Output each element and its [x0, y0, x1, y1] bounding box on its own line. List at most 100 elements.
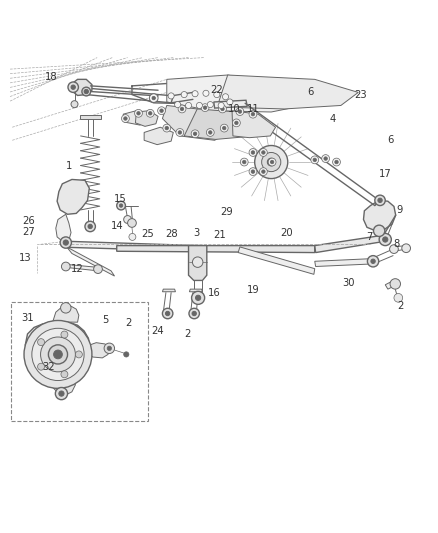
Circle shape — [178, 131, 182, 134]
Text: 2: 2 — [398, 301, 404, 311]
Text: 15: 15 — [113, 194, 126, 204]
Circle shape — [168, 93, 174, 99]
Circle shape — [383, 237, 388, 242]
Polygon shape — [123, 111, 153, 125]
Circle shape — [251, 112, 254, 116]
Circle shape — [55, 387, 67, 400]
Circle shape — [196, 102, 202, 109]
Circle shape — [203, 90, 209, 96]
Circle shape — [124, 352, 129, 357]
Text: 31: 31 — [21, 313, 34, 323]
Circle shape — [146, 109, 154, 117]
Circle shape — [61, 371, 68, 378]
Text: 29: 29 — [220, 207, 233, 217]
Text: 13: 13 — [19, 253, 32, 263]
Circle shape — [178, 105, 186, 113]
Circle shape — [162, 308, 173, 319]
Circle shape — [313, 158, 317, 161]
Polygon shape — [66, 241, 201, 251]
Circle shape — [233, 119, 240, 127]
Polygon shape — [117, 246, 315, 253]
Circle shape — [160, 109, 163, 112]
Circle shape — [82, 87, 91, 96]
Circle shape — [71, 101, 78, 108]
Polygon shape — [167, 75, 315, 112]
Circle shape — [251, 151, 254, 154]
Circle shape — [220, 124, 228, 132]
Circle shape — [379, 233, 391, 246]
Circle shape — [121, 115, 129, 123]
Circle shape — [75, 351, 82, 358]
Text: 25: 25 — [141, 229, 154, 239]
Circle shape — [259, 168, 267, 175]
Text: 14: 14 — [110, 221, 123, 231]
Circle shape — [94, 265, 102, 273]
Circle shape — [134, 109, 142, 117]
Circle shape — [268, 158, 276, 166]
Circle shape — [218, 102, 224, 109]
Text: 27: 27 — [22, 227, 35, 237]
Circle shape — [107, 346, 112, 351]
Circle shape — [270, 160, 274, 164]
Text: 17: 17 — [379, 169, 392, 179]
Polygon shape — [188, 246, 207, 280]
Circle shape — [192, 91, 198, 97]
Polygon shape — [135, 111, 158, 126]
Circle shape — [59, 391, 64, 396]
Text: 3: 3 — [193, 228, 199, 238]
Text: 2: 2 — [125, 318, 132, 328]
Circle shape — [192, 311, 196, 316]
Circle shape — [176, 128, 184, 136]
Circle shape — [24, 320, 92, 389]
Circle shape — [201, 104, 209, 111]
Circle shape — [243, 160, 246, 164]
Text: 5: 5 — [102, 314, 108, 325]
Circle shape — [236, 108, 244, 116]
Circle shape — [259, 149, 267, 156]
Circle shape — [48, 345, 67, 364]
Circle shape — [185, 102, 191, 109]
Text: 2: 2 — [184, 329, 191, 339]
Circle shape — [84, 90, 88, 94]
Circle shape — [311, 156, 319, 164]
Polygon shape — [315, 259, 374, 266]
Circle shape — [191, 130, 199, 138]
Text: 7: 7 — [366, 232, 372, 242]
Text: 4: 4 — [330, 114, 336, 124]
Polygon shape — [162, 289, 176, 292]
Circle shape — [240, 158, 248, 166]
Circle shape — [60, 303, 71, 313]
Circle shape — [129, 233, 136, 240]
Text: 8: 8 — [393, 239, 400, 249]
Circle shape — [261, 151, 265, 154]
Circle shape — [324, 157, 327, 160]
Circle shape — [219, 105, 226, 113]
Polygon shape — [53, 305, 79, 322]
Circle shape — [192, 257, 203, 268]
Text: 6: 6 — [307, 87, 314, 98]
Circle shape — [152, 96, 155, 100]
Bar — [11, 302, 148, 421]
Polygon shape — [66, 264, 98, 271]
Circle shape — [180, 107, 184, 111]
Circle shape — [206, 128, 214, 136]
Polygon shape — [71, 79, 92, 95]
Text: 26: 26 — [22, 216, 35, 226]
Circle shape — [38, 363, 45, 370]
Circle shape — [88, 224, 92, 229]
Text: 24: 24 — [151, 326, 163, 336]
Circle shape — [189, 308, 199, 319]
Circle shape — [191, 292, 205, 304]
Circle shape — [38, 338, 45, 345]
Polygon shape — [232, 111, 276, 138]
Circle shape — [166, 311, 170, 316]
Circle shape — [394, 294, 403, 302]
Text: 6: 6 — [388, 135, 394, 146]
Circle shape — [207, 102, 213, 108]
Circle shape — [261, 152, 281, 172]
Polygon shape — [364, 200, 396, 231]
Text: 18: 18 — [45, 72, 58, 82]
Circle shape — [71, 85, 75, 90]
Circle shape — [374, 225, 385, 237]
Circle shape — [390, 279, 400, 289]
